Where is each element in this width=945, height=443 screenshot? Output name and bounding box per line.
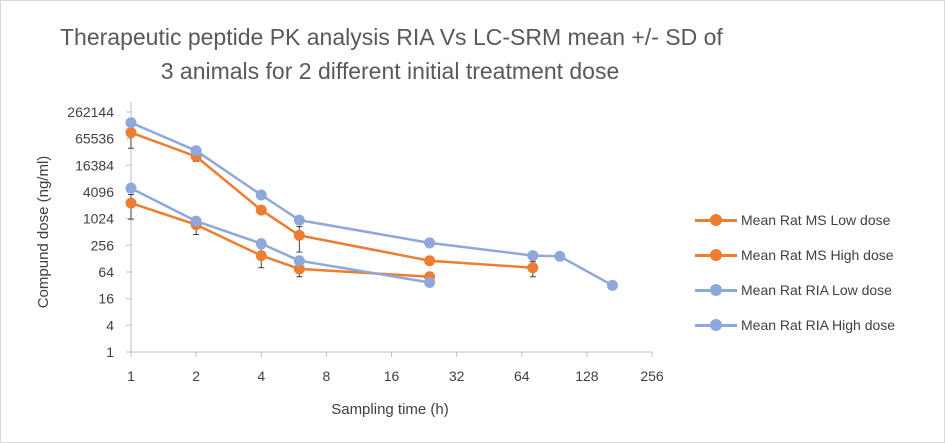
legend-item: Mean Rat MS Low dose bbox=[695, 202, 895, 237]
data-point bbox=[424, 237, 436, 249]
series-line bbox=[130, 131, 533, 269]
x-tick-label: 128 bbox=[575, 368, 599, 384]
x-tick-label: 8 bbox=[322, 368, 330, 384]
y-tick-label: 256 bbox=[91, 237, 115, 253]
y-tick-label: 4096 bbox=[83, 184, 114, 200]
data-point bbox=[293, 229, 305, 241]
y-tick-label: 1 bbox=[106, 344, 114, 360]
legend-swatch bbox=[695, 318, 737, 332]
y-tick-label: 65536 bbox=[75, 131, 114, 147]
chart-title: Therapeutic peptide PK analysis RIA Vs L… bbox=[60, 20, 723, 88]
legend-marker bbox=[710, 318, 722, 331]
legend-item: Mean Rat RIA Low dose bbox=[695, 272, 895, 307]
series-line bbox=[130, 121, 614, 287]
legend-item: Mean Rat RIA High dose bbox=[695, 307, 895, 342]
y-axis-title: Compund dose (ng/ml) bbox=[35, 156, 52, 309]
data-point bbox=[125, 182, 137, 194]
data-point bbox=[255, 204, 267, 216]
data-point bbox=[125, 127, 137, 139]
legend-item: Mean Rat MS High dose bbox=[695, 237, 895, 272]
data-point bbox=[293, 255, 305, 267]
legend-label: Mean Rat MS Low dose bbox=[741, 211, 891, 228]
data-point bbox=[293, 214, 305, 226]
data-point bbox=[255, 238, 267, 250]
legend-label: Mean Rat MS High dose bbox=[741, 246, 894, 263]
series-3 bbox=[125, 182, 436, 289]
x-tick-label: 1 bbox=[127, 368, 135, 384]
legend-marker bbox=[710, 283, 722, 296]
y-tick-label: 262144 bbox=[67, 104, 114, 120]
chart-title-line-1: Therapeutic peptide PK analysis RIA Vs L… bbox=[60, 24, 723, 50]
x-tick-label: 64 bbox=[514, 368, 530, 384]
x-axis-title: Sampling time (h) bbox=[331, 401, 449, 418]
legend-marker bbox=[710, 213, 722, 226]
data-point bbox=[606, 279, 618, 291]
data-point bbox=[190, 145, 202, 157]
series-layer bbox=[125, 117, 618, 291]
data-point bbox=[255, 250, 267, 262]
data-point bbox=[424, 277, 436, 289]
data-point bbox=[527, 262, 539, 274]
data-point bbox=[554, 250, 566, 262]
legend: Mean Rat MS Low dose Mean Rat MS High do… bbox=[695, 202, 895, 342]
x-tick-label: 16 bbox=[384, 368, 400, 384]
data-point bbox=[424, 255, 436, 267]
data-point bbox=[527, 250, 539, 262]
x-tick-label: 256 bbox=[640, 368, 664, 384]
legend-marker bbox=[710, 248, 722, 261]
axes: 1 4 16 64 256 1024 4096 16384 65536 262144 1 2 4 8 16 3… bbox=[67, 102, 664, 384]
legend-swatch bbox=[695, 248, 737, 262]
series-4 bbox=[125, 117, 618, 291]
x-tick-label: 2 bbox=[192, 368, 200, 384]
chart-title-line-2: 3 animals for 2 different initial treatm… bbox=[160, 58, 620, 84]
legend-swatch bbox=[695, 213, 737, 227]
y-tick-label: 64 bbox=[98, 264, 114, 280]
series-line bbox=[130, 201, 430, 278]
legend-swatch bbox=[695, 283, 737, 297]
x-tick-label: 32 bbox=[449, 368, 465, 384]
legend-label: Mean Rat RIA High dose bbox=[741, 316, 896, 333]
data-point bbox=[255, 189, 267, 201]
data-point bbox=[293, 263, 305, 275]
data-point bbox=[125, 117, 137, 129]
legend-label: Mean Rat RIA Low dose bbox=[741, 281, 892, 298]
y-tick-label: 1024 bbox=[83, 211, 114, 227]
data-point bbox=[190, 215, 202, 227]
y-tick-label: 16384 bbox=[75, 157, 114, 173]
y-tick-label: 16 bbox=[98, 291, 114, 307]
y-tick-label: 4 bbox=[106, 317, 114, 333]
data-point bbox=[125, 197, 137, 209]
x-tick-label: 4 bbox=[257, 368, 265, 384]
